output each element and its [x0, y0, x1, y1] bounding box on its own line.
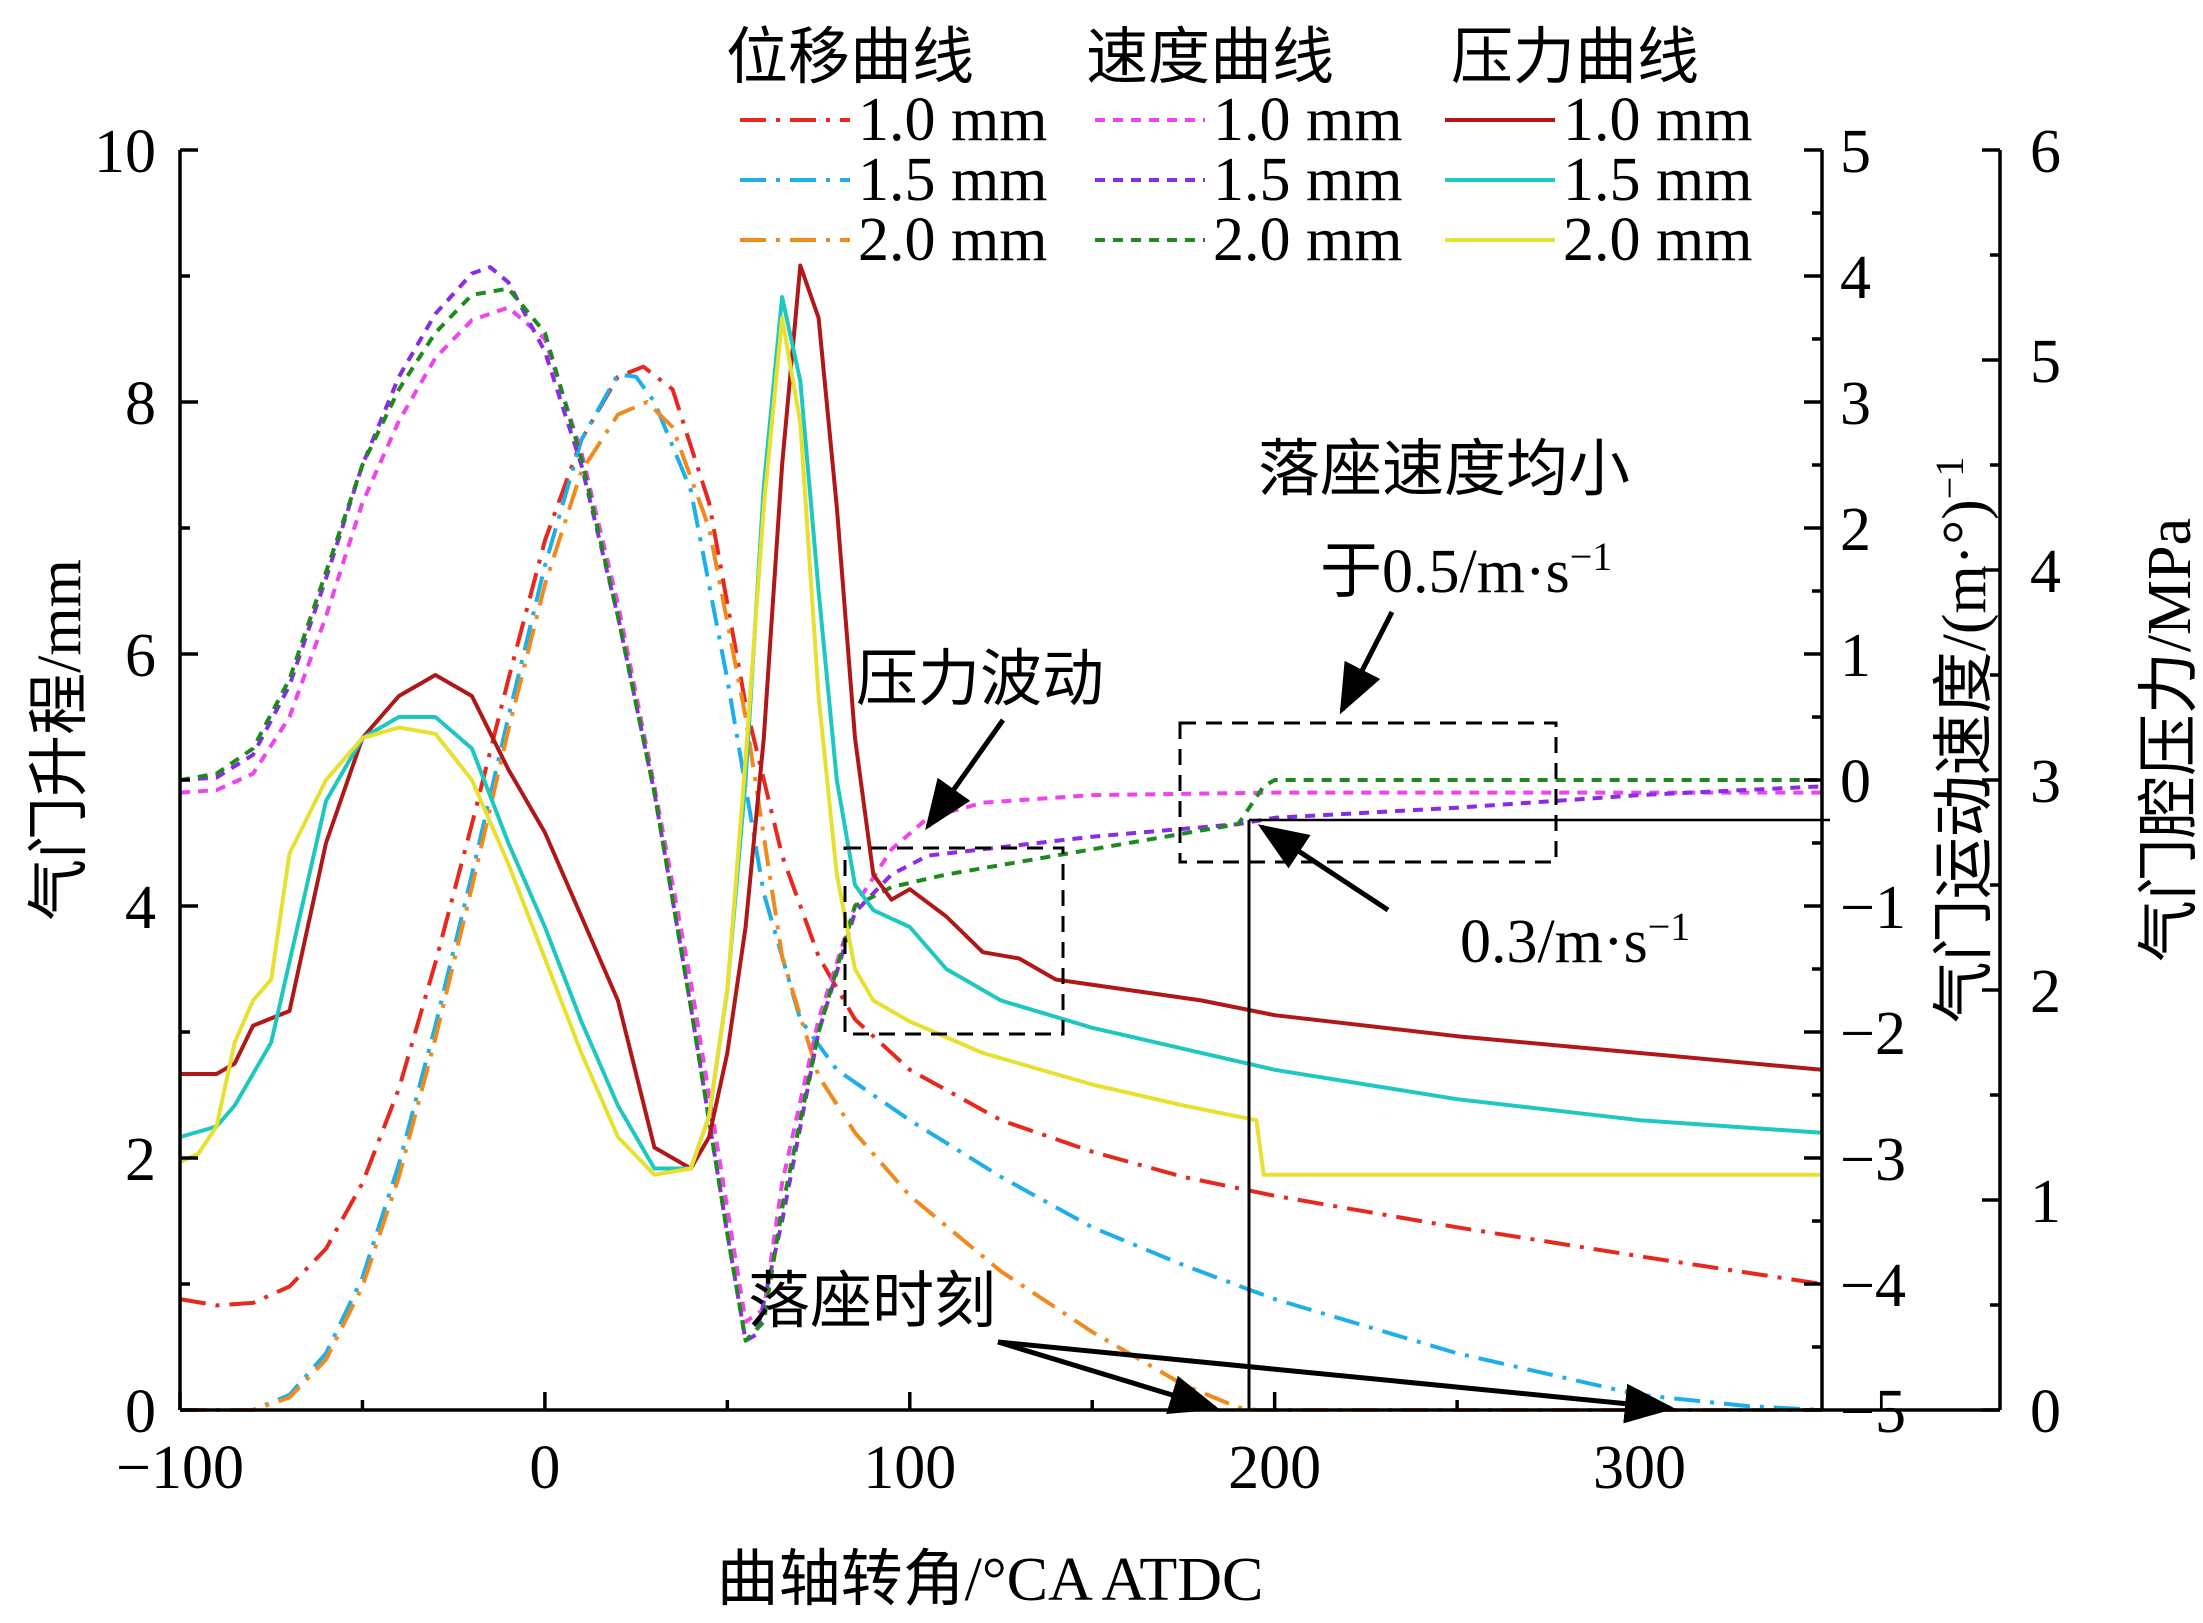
x-axis-title: 曲轴转角/°CA ATDC	[717, 1546, 1264, 1614]
pressure-wave-arrow	[925, 718, 1006, 831]
legend-header: 速度曲线	[1086, 24, 1334, 92]
y-right2-tick-label: 1	[2030, 1168, 2061, 1236]
y-right1-tick-label: 3	[1840, 370, 1871, 438]
series-layer	[179, 263, 1823, 1412]
y-right1-tick-label: −3	[1840, 1126, 1906, 1194]
series-line-pres_10	[180, 263, 1823, 1171]
y-right1-axis-title-sup: −1	[1927, 457, 1972, 500]
legend-label-vel_20: 2.0 mm	[1213, 206, 1402, 274]
y-right2-axis-title: 气门腔压力/MPa	[2136, 518, 2203, 962]
y-right2-tick-label: 0	[2030, 1378, 2061, 1446]
x-tick-label: 200	[1228, 1434, 1321, 1502]
seat-velocity-arrow	[1339, 610, 1395, 715]
x-tick-label: 100	[863, 1434, 956, 1502]
y-left-tick-label: 2	[125, 1126, 156, 1194]
small-velocity-label: 0.3/m·s−1	[1460, 904, 1690, 976]
legend-label-pres_15: 1.5 mm	[1563, 146, 1752, 214]
legend-label-disp_10: 1.0 mm	[858, 86, 1047, 154]
series-line-disp_15	[180, 372, 1823, 1412]
legend-label-disp_20: 2.0 mm	[858, 206, 1047, 274]
y-right1-tick-label: −5	[1840, 1378, 1906, 1446]
x-tick-label: 300	[1593, 1434, 1686, 1502]
y-right2-tick-label: 4	[2030, 538, 2061, 606]
y-left-tick-label: 10	[94, 118, 156, 186]
seat-velocity-box	[1178, 721, 1558, 864]
x-tick-label: 0	[529, 1434, 560, 1502]
series-line-pres_20	[179, 316, 1822, 1177]
seating-time-arrow-2	[997, 1339, 1675, 1424]
legend-header: 压力曲线	[1451, 24, 1699, 92]
y-left-tick-label: 6	[125, 622, 156, 690]
series-line-vel_10	[179, 305, 1822, 1324]
seat-velocity-label-2: 于0.5/m·s−1	[1320, 534, 1612, 606]
legend-label-vel_15: 1.5 mm	[1213, 146, 1402, 214]
y-right1-tick-label: 5	[1840, 118, 1871, 186]
legend-label-pres_20: 2.0 mm	[1563, 206, 1752, 274]
y-right2-tick-label: 3	[2030, 748, 2061, 816]
small-velocity-label-main: 0.3/m·s	[1460, 908, 1648, 976]
seat-velocity-label-1: 落座速度均小	[1258, 436, 1630, 504]
y-left-axis-title: 气门升程/mm	[26, 559, 94, 921]
series-line-disp_20	[180, 400, 1822, 1412]
seat-velocity-label-2-sup: −1	[1570, 534, 1613, 579]
y-left-tick-label: 4	[125, 874, 156, 942]
legend-label-pres_10: 1.0 mm	[1563, 86, 1752, 154]
y-right2-tick-label: 6	[2030, 118, 2061, 186]
small-velocity-label-sup: −1	[1648, 904, 1691, 949]
y-right1-tick-label: 0	[1840, 748, 1871, 816]
seating-time-arrow-1	[997, 1339, 1220, 1415]
series-line-disp_10	[179, 364, 1823, 1308]
y-right2-tick-label: 2	[2030, 958, 2061, 1026]
small-velocity-arrow	[1257, 824, 1390, 913]
y-left-tick-label: 8	[125, 370, 156, 438]
y-right1-tick-label: 4	[1840, 244, 1871, 312]
axes-layer: −100 0 100 200 3000246810−5−4−3−2−1012345012…	[94, 118, 2061, 1502]
y-right1-tick-label: −1	[1840, 874, 1906, 942]
series-line-vel_20	[179, 286, 1822, 1343]
pressure-wave-label: 压力波动	[856, 646, 1104, 714]
legend-label-disp_15: 1.5 mm	[858, 146, 1047, 214]
legend-header: 位移曲线	[726, 24, 974, 92]
y-right1-tick-label: 1	[1840, 622, 1871, 690]
seating-time-label: 落座时刻	[748, 1268, 996, 1336]
y-right1-axis-title-main: 气门运动速度/(m·°)	[1931, 499, 1999, 1023]
y-left-tick-label: 0	[125, 1378, 156, 1446]
y-right1-tick-label: −2	[1840, 1000, 1906, 1068]
x-tick-label: −100	[116, 1434, 244, 1502]
pressure-wave-box	[843, 846, 1065, 1036]
legend-label-vel_10: 1.0 mm	[1213, 86, 1402, 154]
y-right2-tick-label: 5	[2030, 328, 2061, 396]
y-right1-axis-title: 气门运动速度/(m·°)−1	[1927, 457, 1999, 1024]
seat-velocity-label-2-main: 于0.5/m·s	[1320, 538, 1570, 606]
y-right1-tick-label: −4	[1840, 1252, 1906, 1320]
y-right1-tick-label: 2	[1840, 496, 1871, 564]
